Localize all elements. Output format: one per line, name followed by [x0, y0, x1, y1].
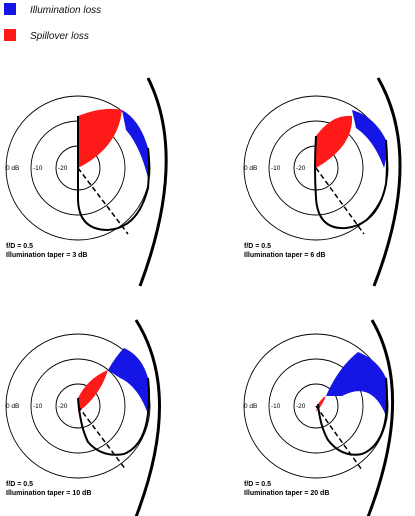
- ring-label-10db: -10: [271, 403, 281, 410]
- taper-caption: Illumination taper = 6 dB: [244, 252, 325, 259]
- ring-label-0db: 0 dB: [6, 165, 19, 172]
- ring-0db: [243, 95, 389, 241]
- taper-caption: Illumination taper = 20 dB: [244, 490, 329, 497]
- ring-label-20db: -20: [58, 165, 68, 172]
- panel-taper-3db: 0 dB -10 -20 f/D = 0.5 Illumination tape…: [5, 77, 168, 287]
- spillover-loss-label: Spillover loss: [30, 31, 89, 42]
- ring-0db: [5, 95, 151, 241]
- fd-caption: f/D = 0.5: [244, 481, 271, 488]
- ring-label-0db: 0 dB: [244, 165, 257, 172]
- panel-taper-10db: 0 dB -10 -20 f/D = 0.5 Illumination tape…: [5, 319, 161, 516]
- reflector-arc: [138, 77, 168, 287]
- ring-10db: [268, 120, 364, 216]
- ring-label-20db: -20: [296, 165, 306, 172]
- feed-pattern-curve: [314, 135, 388, 230]
- reflector-arc: [366, 319, 395, 516]
- illumination-loss-region: [122, 110, 149, 178]
- illumination-loss-region: [108, 348, 150, 414]
- ring-0db: [243, 333, 389, 479]
- ring-label-10db: -10: [33, 165, 43, 172]
- ring-10db: [30, 358, 126, 454]
- spillover-loss-region: [78, 108, 122, 168]
- spillover-loss-swatch: [4, 29, 16, 41]
- ring-20db: [55, 383, 101, 429]
- illumination-loss-region: [326, 352, 388, 416]
- panel-taper-20db: 0 dB -10 -20 f/D = 0.5 Illumination tape…: [243, 319, 395, 516]
- dish-edge-ray: [77, 405, 127, 471]
- taper-caption: Illumination taper = 10 dB: [6, 490, 91, 497]
- panel-taper-6db: 0 dB -10 -20 f/D = 0.5 Illumination tape…: [243, 77, 402, 287]
- ring-label-20db: -20: [58, 403, 68, 410]
- feed-pattern-curve: [77, 116, 150, 232]
- fd-caption: f/D = 0.5: [244, 243, 271, 250]
- ring-20db: [293, 383, 339, 429]
- spillover-loss-region: [78, 370, 108, 412]
- dish-edge-ray: [315, 167, 365, 235]
- ring-label-0db: 0 dB: [6, 403, 19, 410]
- fd-caption: f/D = 0.5: [6, 481, 33, 488]
- fd-caption: f/D = 0.5: [6, 243, 33, 250]
- illumination-loss-region: [352, 110, 387, 168]
- dish-edge-ray: [315, 405, 363, 471]
- feed-pattern-curve: [317, 377, 388, 456]
- dish-edge-ray: [77, 167, 129, 235]
- ring-label-20db: -20: [296, 403, 306, 410]
- illumination-loss-swatch: [4, 3, 16, 15]
- ring-0db: [5, 333, 151, 479]
- ring-label-10db: -10: [33, 403, 43, 410]
- ring-label-0db: 0 dB: [244, 403, 257, 410]
- illumination-loss-label: Illumination loss: [30, 5, 101, 16]
- spillover-loss-region: [316, 396, 326, 412]
- ring-10db: [268, 358, 364, 454]
- reflector-arc: [134, 319, 161, 516]
- ring-label-10db: -10: [271, 165, 281, 172]
- spillover-loss-region: [316, 115, 353, 168]
- feed-pattern-curve: [77, 377, 150, 456]
- legend: Illumination loss Spillover loss: [4, 3, 101, 42]
- reflector-arc: [372, 77, 402, 287]
- taper-caption: Illumination taper = 3 dB: [6, 252, 87, 259]
